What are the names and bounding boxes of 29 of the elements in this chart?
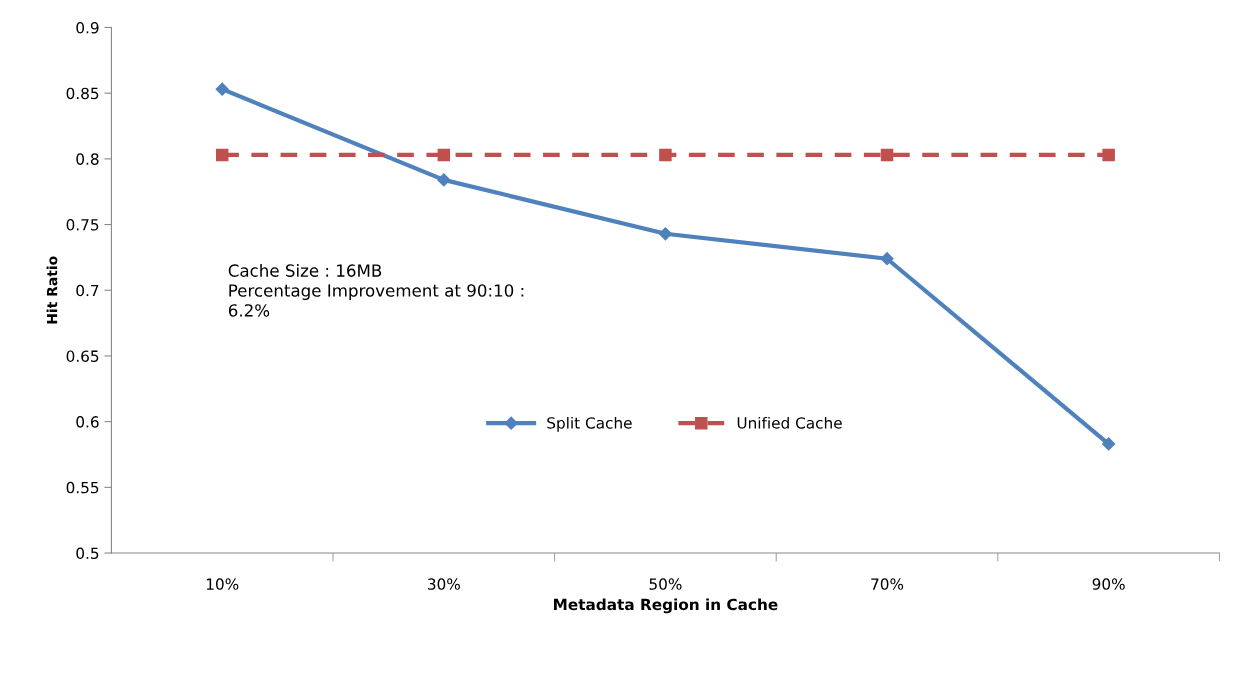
y-tick-label: 0.8 bbox=[76, 153, 99, 165]
x-tick-label: 30% bbox=[428, 578, 460, 590]
annotation: Cache Size : 16MB Percentage Improvement at 90:10 : 6.2% bbox=[228, 263, 524, 317]
y-tick-label: 0.9 bbox=[76, 21, 99, 34]
point bbox=[1102, 148, 1115, 162]
y-tick-label: 0.6 bbox=[76, 416, 99, 428]
x-tick-label: 70% bbox=[871, 578, 904, 590]
x-tick-label: 90% bbox=[1092, 578, 1125, 590]
point bbox=[1102, 437, 1116, 451]
y-tick-label: 0.55 bbox=[66, 481, 99, 494]
point bbox=[880, 148, 894, 162]
point bbox=[658, 227, 673, 241]
x-axis-title: Metadata Region in Cache bbox=[554, 598, 778, 614]
point bbox=[437, 148, 451, 162]
y-tick-label: 0.5 bbox=[76, 547, 99, 560]
point bbox=[215, 148, 229, 162]
legend-label: Unified Cache bbox=[737, 416, 842, 429]
x-tick-label: 10% bbox=[206, 578, 239, 590]
legend-label: Split Cache bbox=[547, 416, 632, 432]
point bbox=[880, 252, 894, 266]
y-tick-label: 0.85 bbox=[66, 87, 99, 100]
point bbox=[215, 82, 229, 96]
y-tick-label: 0.7 bbox=[76, 284, 99, 297]
y-tick-label: 0.75 bbox=[66, 219, 99, 231]
point bbox=[659, 148, 672, 162]
point bbox=[437, 173, 451, 187]
y-tick-label: 0.65 bbox=[66, 350, 99, 362]
y-axis-title: Hit Ratio bbox=[46, 256, 58, 324]
x-tick-label: 50% bbox=[649, 578, 682, 590]
